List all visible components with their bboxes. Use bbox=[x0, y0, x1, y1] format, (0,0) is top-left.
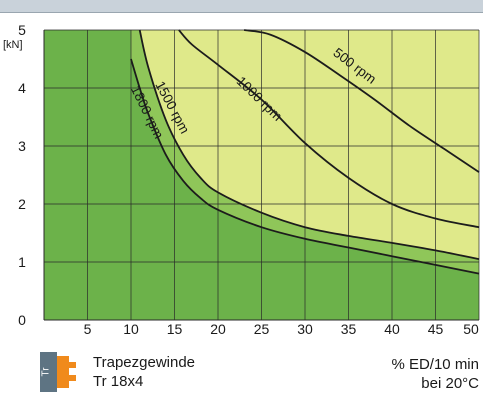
badge-gray-block bbox=[40, 352, 57, 392]
y-tick-label-3: 3 bbox=[18, 138, 26, 154]
curve-500-rpm bbox=[243, 29, 480, 173]
grid bbox=[43, 29, 480, 321]
x-tick-label-25: 25 bbox=[254, 321, 270, 337]
curve-1500-rpm bbox=[138, 29, 480, 260]
y-axis-unit: [kN] bbox=[3, 39, 23, 51]
x-tick-label-40: 40 bbox=[384, 321, 400, 337]
x-tick-label-50: 50 bbox=[463, 321, 479, 337]
x-tick-label-45: 45 bbox=[428, 321, 444, 337]
y-tick-label-0: 0 bbox=[18, 312, 26, 328]
badge-thread-shape bbox=[57, 356, 76, 388]
y-tick-label-4: 4 bbox=[18, 80, 26, 96]
x-tick-label-5: 5 bbox=[84, 321, 92, 337]
x-tick-label-10: 10 bbox=[123, 321, 139, 337]
region-light-yellow bbox=[139, 30, 479, 260]
y-tick-label-1: 1 bbox=[18, 254, 26, 270]
y-tick-label-5: 5 bbox=[18, 22, 26, 38]
y-tick-label-2: 2 bbox=[18, 196, 26, 212]
x-tick-label-30: 30 bbox=[297, 321, 313, 337]
curves bbox=[130, 29, 480, 275]
top-band bbox=[0, 0, 483, 13]
curve-1800-rpm bbox=[130, 58, 480, 275]
curve-1000-rpm bbox=[178, 29, 480, 229]
duty-cycle-temperature: bei 20°C bbox=[421, 375, 479, 392]
thread-type-label: Trapezgewinde bbox=[93, 354, 196, 371]
x-tick-label-35: 35 bbox=[341, 321, 357, 337]
thread-size-label: Tr 18x4 bbox=[93, 373, 144, 390]
duty-cycle-unit: % ED/10 min bbox=[391, 356, 479, 373]
x-tick-label-20: 20 bbox=[210, 321, 226, 337]
tr-thread-badge-icon: Tr bbox=[40, 352, 76, 392]
x-tick-label-15: 15 bbox=[167, 321, 183, 337]
badge-label: Tr bbox=[41, 367, 52, 377]
